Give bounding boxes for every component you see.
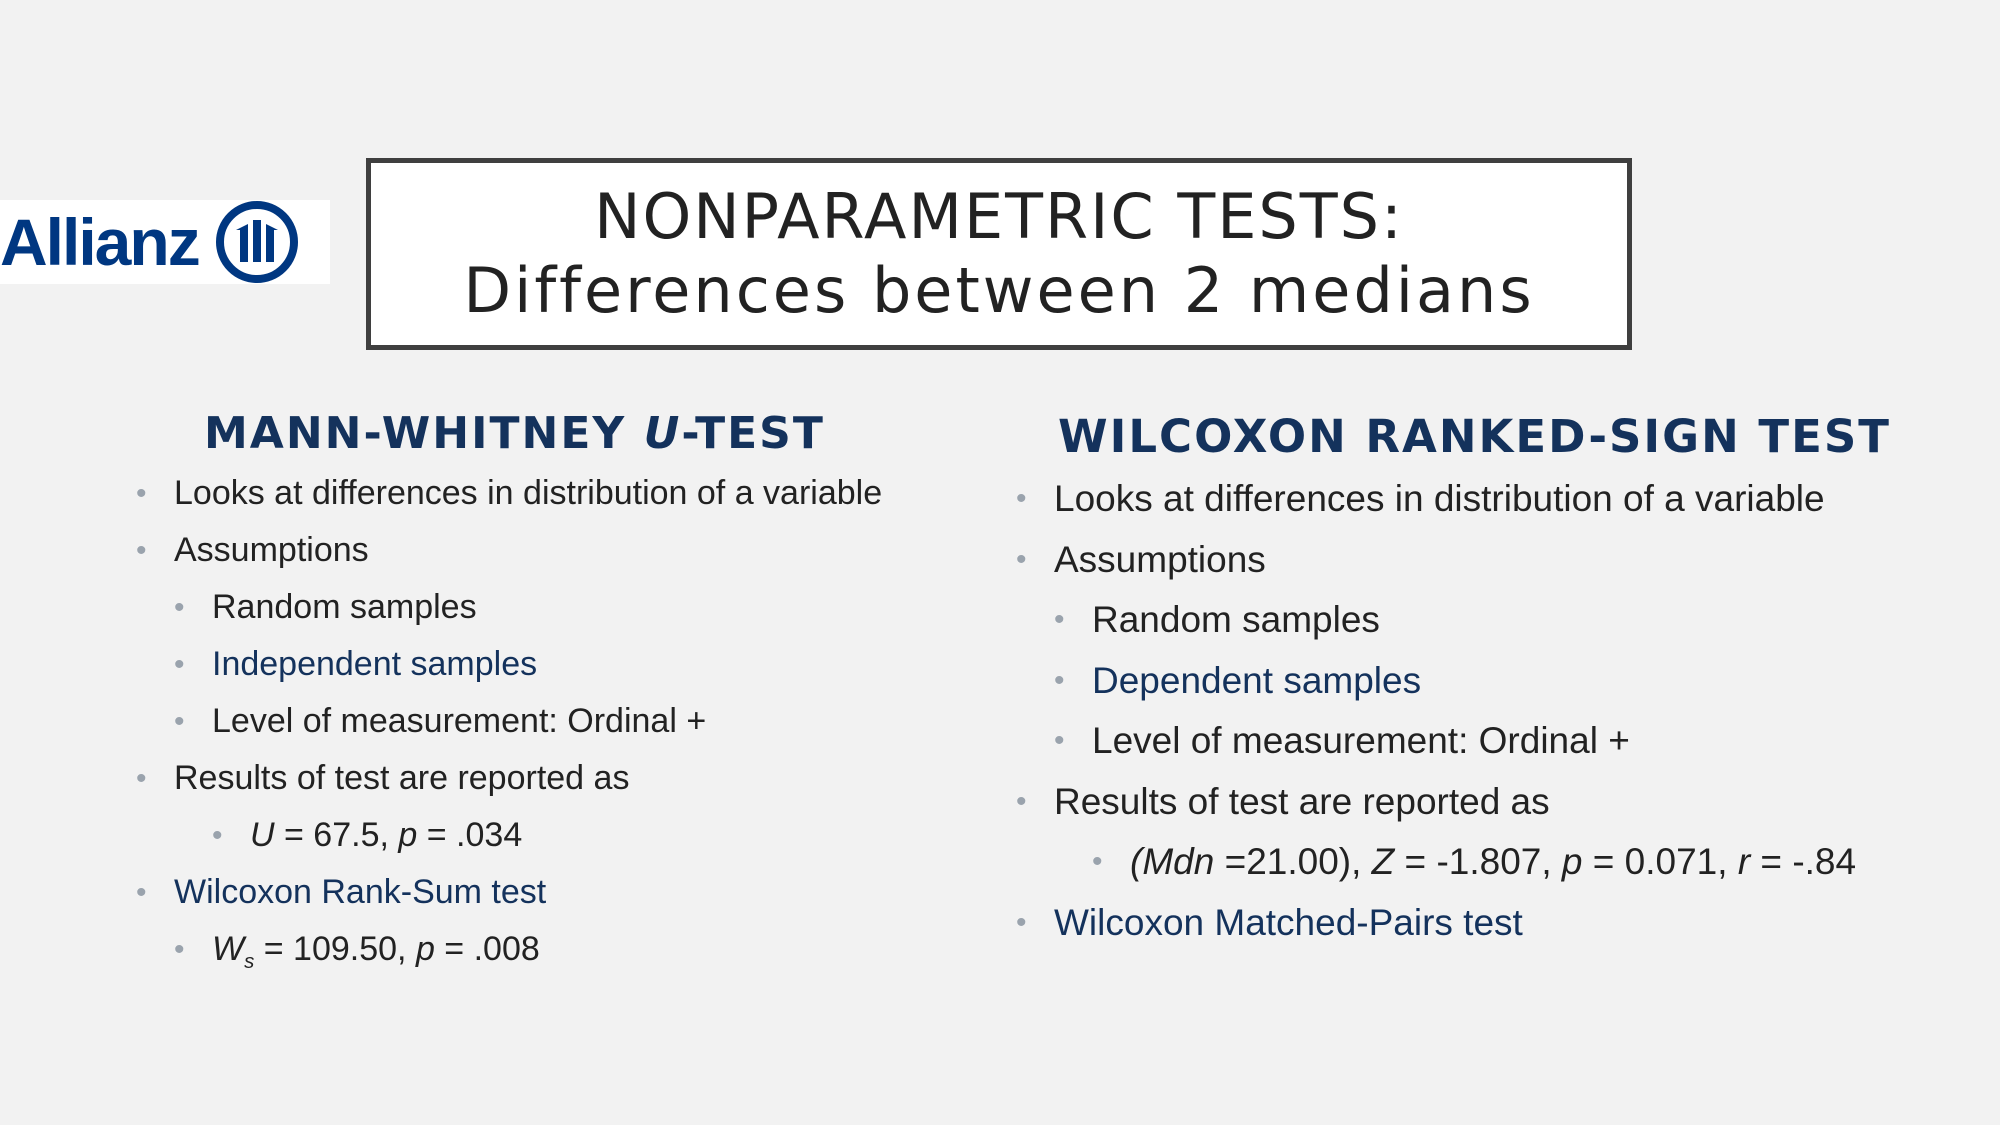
title-box: NONPARAMETRIC TESTS: Differences between…	[366, 158, 1632, 350]
stat-p-value: = .034	[417, 816, 523, 854]
stat-z: Z	[1371, 841, 1395, 882]
list-item: Wilcoxon Rank-Sum test	[130, 864, 950, 921]
list-item: Wilcoxon Matched-Pairs test	[1010, 893, 1970, 954]
slide-subtitle: Differences between 2 medians	[463, 254, 1535, 327]
wilcoxon-heading: WILCOXON RANKED-SIGN TEST	[1058, 410, 1891, 463]
stat-z-value: = -1.807,	[1394, 841, 1562, 882]
stat-p-value: = 0.071,	[1582, 841, 1738, 882]
stat-w: W	[212, 930, 245, 968]
wilcoxon-column: WILCOXON RANKED-SIGN TEST Looks at diffe…	[1010, 410, 1970, 953]
stat-w-subscript: s	[244, 950, 255, 973]
list-item: Dependent samples	[1010, 651, 1970, 712]
result-line: (Mdn =21.00), Z = -1.807, p = 0.071, r =…	[1010, 832, 1970, 893]
slide-title: NONPARAMETRIC TESTS:	[594, 179, 1404, 253]
result-line: Ws = 109.50, p = .008	[130, 921, 950, 978]
stat-mdn: Mdn	[1142, 841, 1215, 882]
result-line: U = 67.5, p = .034	[130, 807, 950, 864]
allianz-eagle-icon	[215, 201, 298, 283]
stat-p: p	[398, 816, 418, 854]
stat-r-value: = -.84	[1750, 841, 1857, 882]
list-item: Random samples	[130, 579, 950, 636]
list-item: Level of measurement: Ordinal +	[1010, 711, 1970, 772]
allianz-logo: Allianz	[0, 200, 330, 284]
stat-u-value: = 67.5,	[274, 816, 399, 854]
stat-u: U	[250, 816, 275, 854]
stat-w-value: = 109.50,	[254, 930, 416, 968]
heading-prefix: MANN-WHITNEY	[204, 408, 644, 459]
list-item: Level of measurement: Ordinal +	[130, 693, 950, 750]
list-item: Assumptions	[1010, 530, 1970, 591]
list-item: Random samples	[1010, 590, 1970, 651]
mann-whitney-list: Looks at differences in distribution of …	[130, 465, 950, 978]
stat-p: p	[1561, 841, 1583, 882]
mann-whitney-heading: MANN-WHITNEY U-TEST	[204, 408, 950, 459]
stat-mdn-value: =21.00),	[1214, 841, 1372, 882]
mann-whitney-column: MANN-WHITNEY U-TEST Looks at differences…	[130, 408, 950, 978]
list-item: Results of test are reported as	[130, 750, 950, 807]
logo-wordmark: Allianz	[0, 205, 201, 279]
heading-u: U	[643, 408, 682, 459]
list-item: Independent samples	[130, 636, 950, 693]
stat-p: p	[415, 930, 435, 968]
list-item: Assumptions	[130, 522, 950, 579]
wilcoxon-list: Looks at differences in distribution of …	[1010, 469, 1970, 953]
list-item: Results of test are reported as	[1010, 772, 1970, 833]
heading-suffix: -TEST	[681, 408, 825, 459]
stat-open: (	[1130, 841, 1143, 882]
stat-p-value: = .008	[434, 930, 540, 968]
stat-r: r	[1737, 841, 1751, 882]
list-item: Looks at differences in distribution of …	[130, 465, 950, 522]
list-item: Looks at differences in distribution of …	[1010, 469, 1970, 530]
